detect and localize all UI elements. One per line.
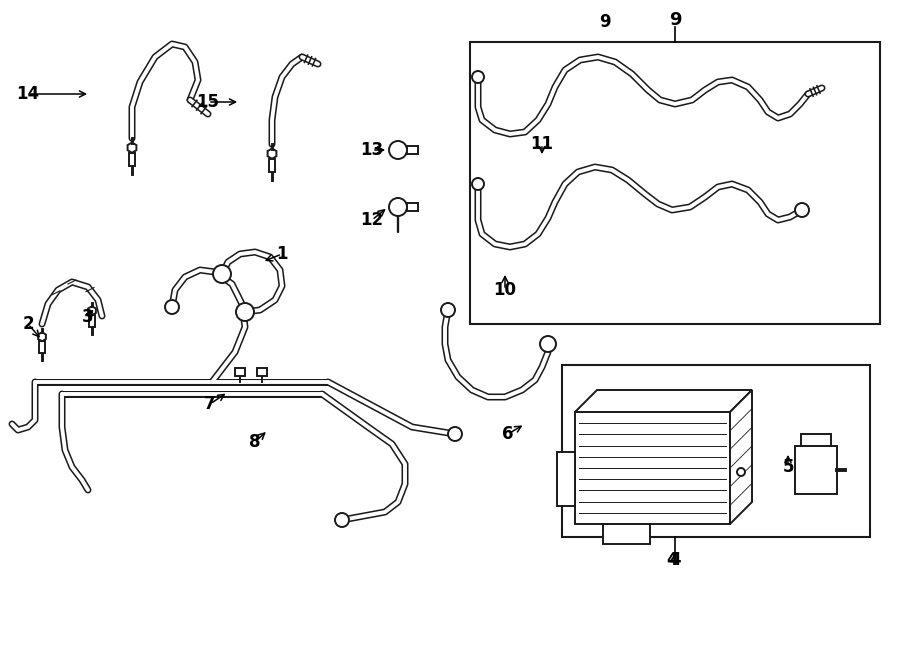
Text: 4: 4 <box>670 551 680 569</box>
Polygon shape <box>575 390 752 412</box>
Polygon shape <box>129 153 135 166</box>
Text: 11: 11 <box>530 135 554 153</box>
Circle shape <box>795 203 809 217</box>
Polygon shape <box>269 159 275 171</box>
Bar <box>470 42 880 324</box>
Polygon shape <box>38 332 46 341</box>
Text: 7: 7 <box>204 395 216 413</box>
Polygon shape <box>557 452 575 506</box>
Text: 9: 9 <box>599 13 611 31</box>
Text: 1: 1 <box>276 245 288 263</box>
Text: 9: 9 <box>669 11 681 29</box>
Polygon shape <box>40 341 45 352</box>
Circle shape <box>540 336 556 352</box>
Circle shape <box>448 427 462 441</box>
Polygon shape <box>257 368 267 376</box>
Text: 12: 12 <box>360 211 383 229</box>
Circle shape <box>213 265 231 283</box>
Polygon shape <box>88 307 96 315</box>
Polygon shape <box>407 146 418 154</box>
Text: 3: 3 <box>82 308 94 326</box>
Bar <box>801 434 831 446</box>
Text: 2: 2 <box>22 315 34 333</box>
Text: 5: 5 <box>782 458 794 476</box>
Circle shape <box>389 141 407 159</box>
Circle shape <box>389 198 407 216</box>
Circle shape <box>472 178 484 190</box>
Polygon shape <box>407 203 418 211</box>
Bar <box>562 365 870 537</box>
Polygon shape <box>603 524 650 544</box>
Circle shape <box>165 300 179 314</box>
Circle shape <box>236 303 254 321</box>
Text: 14: 14 <box>16 85 40 103</box>
Polygon shape <box>235 368 245 376</box>
Polygon shape <box>267 148 276 159</box>
Polygon shape <box>89 315 94 326</box>
Text: 6: 6 <box>502 425 514 443</box>
Circle shape <box>441 303 455 317</box>
Text: 10: 10 <box>493 281 517 299</box>
Bar <box>575 412 730 524</box>
Text: 4: 4 <box>666 551 678 569</box>
Bar <box>795 446 837 494</box>
Polygon shape <box>730 390 752 524</box>
Text: 15: 15 <box>196 93 220 111</box>
Polygon shape <box>128 142 137 153</box>
Text: 13: 13 <box>360 141 383 159</box>
Circle shape <box>737 468 745 476</box>
Text: 8: 8 <box>249 433 261 451</box>
Circle shape <box>472 71 484 83</box>
Circle shape <box>335 513 349 527</box>
